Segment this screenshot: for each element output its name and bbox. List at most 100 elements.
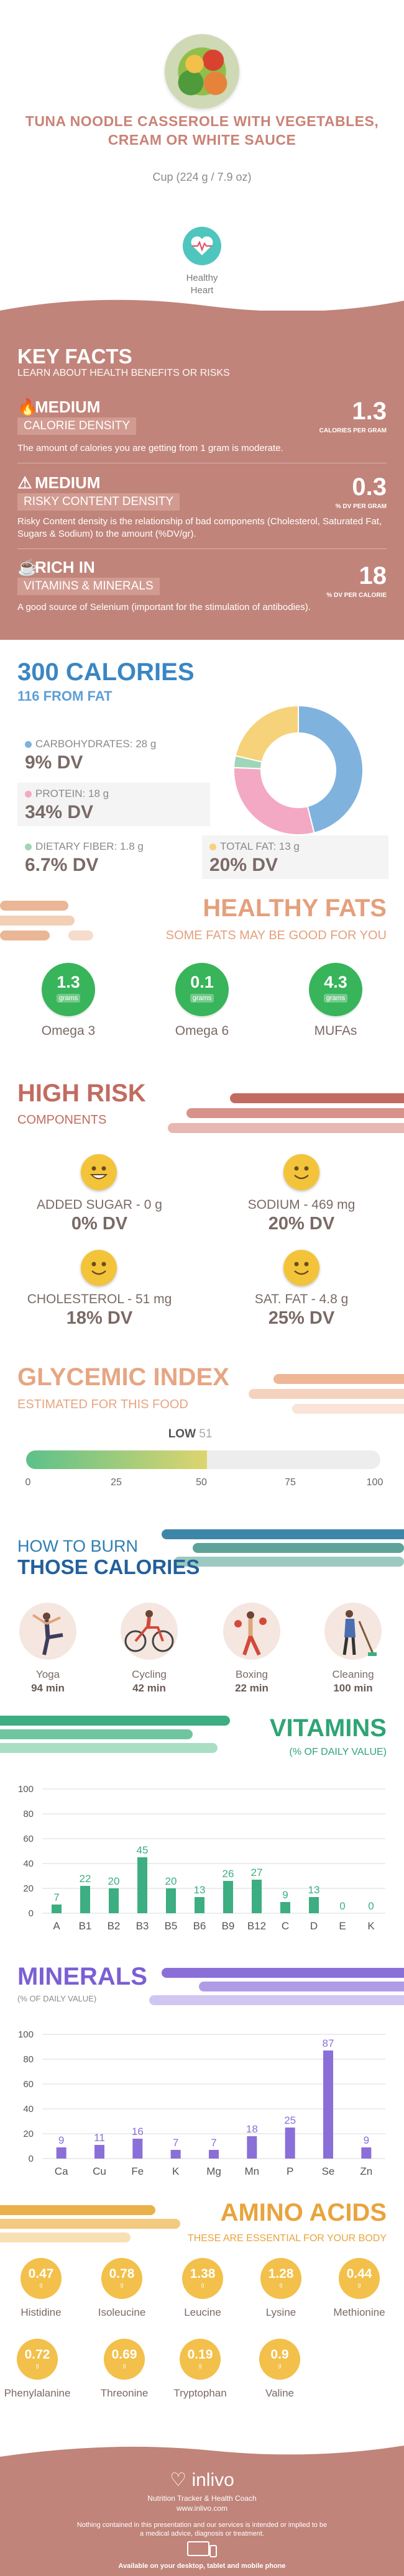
- added-sugar-label: ADDED SUGAR - 0 g: [37, 1198, 162, 1212]
- minerals-subtitle: (% OF DAILY VALUE): [17, 1994, 97, 2003]
- bar-value-label: 11: [94, 2132, 105, 2144]
- amino-methionine: 0.44 g Methionine: [322, 2258, 397, 2319]
- y-tick-label: 80: [23, 1809, 34, 1819]
- section-wave: [0, 299, 404, 329]
- bar-Fe: [132, 2139, 143, 2159]
- vitamins-desc: A good source of Selenium (important for…: [17, 602, 311, 612]
- devices-icon: [187, 2541, 217, 2557]
- divider: [17, 548, 387, 549]
- sat-fat-label: SAT. FAT - 4.8 g: [254, 1292, 349, 1306]
- y-tick-label: 100: [18, 2029, 34, 2040]
- amino-phenylalanine: 0.72 g Phenylalanine: [0, 2339, 75, 2400]
- bar-value-label: 22: [80, 1873, 91, 1885]
- bar-value-label: 0: [368, 1900, 374, 1912]
- inlivo-logo[interactable]: ♡ inlivo: [170, 2470, 234, 2490]
- happy-face-icon: [81, 1154, 117, 1190]
- key-facts-subtitle: LEARN ABOUT HEALTH BENEFITS OR RISKS: [17, 368, 230, 378]
- bar-value-label: 9: [364, 2134, 369, 2146]
- y-tick-label: 40: [23, 1859, 34, 1869]
- x-tick-label: B12: [247, 1920, 266, 1932]
- healthy-fats-title: HEALTHY FATS: [203, 894, 387, 922]
- bar-C: [280, 1902, 290, 1913]
- smile-face-icon: [283, 1154, 319, 1190]
- macro-pie-chart: [233, 704, 364, 835]
- x-tick-label: Mg: [206, 2165, 221, 2177]
- amino-isoleucine: 0.78 g Isoleucine: [85, 2258, 159, 2319]
- bar-value-label: 9: [282, 1889, 288, 1901]
- y-tick-label: 20: [23, 2129, 34, 2139]
- vitamins-bar-chart: 0204060801007A22B120B245B320B513B626B927…: [18, 1784, 385, 1932]
- bar-value-label: 0: [339, 1900, 345, 1912]
- burn-stripes: [162, 1529, 404, 1567]
- vitamins-subtitle: (% OF DAILY VALUE): [289, 1747, 387, 1757]
- x-tick-label: Ca: [55, 2165, 68, 2177]
- x-tick-label: A: [53, 1920, 60, 1932]
- protein-dot: [25, 791, 32, 798]
- key-facts-title: KEY FACTS: [17, 345, 132, 368]
- glycemic-tick: 50: [196, 1477, 207, 1488]
- y-tick-label: 40: [23, 2104, 34, 2114]
- food-image: [165, 34, 239, 109]
- fiber-dot: [25, 844, 32, 851]
- x-tick-label: B1: [79, 1920, 92, 1932]
- x-tick-label: P: [287, 2165, 293, 2177]
- bar-Mn: [247, 2136, 257, 2159]
- footer-url[interactable]: www.inlivo.com: [176, 2504, 228, 2513]
- x-tick-label: C: [282, 1920, 289, 1932]
- risky-content-desc: Risky Content density is the relationshi…: [17, 516, 382, 539]
- amino-lysine: 1.28 g Lysine: [244, 2258, 318, 2319]
- smile-face-icon: [283, 1250, 319, 1286]
- footer-disclaimer: Nothing contained in this presentation a…: [76, 2521, 328, 2537]
- glycemic-stripes: [249, 1374, 404, 1414]
- bar-value-label: 87: [323, 2037, 334, 2049]
- bar-value-label: 20: [165, 1875, 177, 1887]
- vitamins-unit: % DV PER CALORIE: [326, 592, 387, 599]
- sodium-dv: 20% DV: [268, 1214, 335, 1234]
- activity-cleaning: Cleaning 100 min: [319, 1603, 387, 1695]
- bar-B1: [80, 1886, 90, 1913]
- bar-value-label: 13: [308, 1884, 320, 1896]
- healthy-fats-stripes: [0, 901, 93, 940]
- amino-title: AMINO ACIDS: [220, 2199, 387, 2226]
- added-sugar-dv: 0% DV: [71, 1214, 128, 1234]
- serving-size: Cup (224 g / 7.9 oz): [152, 171, 252, 183]
- bar-value-label: 13: [194, 1884, 206, 1896]
- x-tick-label: B3: [136, 1920, 149, 1932]
- glycemic-title: GLYCEMIC INDEX: [17, 1363, 229, 1391]
- activity-cycling: Cycling 42 min: [115, 1603, 183, 1695]
- header: TUNA NOODLE CASSEROLE WITH VEGETABLES, C…: [0, 0, 404, 311]
- carbs-stat: CARBOHYDRATES: 28 g 9% DV: [25, 738, 157, 773]
- activity-boxing: Boxing 22 min: [218, 1603, 286, 1695]
- x-tick-label: Fe: [131, 2165, 144, 2177]
- amino-subtitle: THESE ARE ESSENTIAL FOR YOUR BODY: [187, 2233, 387, 2244]
- risky-content-category: RISKY CONTENT DENSITY: [17, 493, 180, 511]
- glycemic-subtitle: ESTIMATED FOR THIS FOOD: [17, 1398, 188, 1411]
- burn-title-1: HOW TO BURN: [17, 1537, 139, 1555]
- risky-content-value: 0.3: [352, 473, 387, 501]
- amino-valine: 0.9 g Valine: [242, 2339, 317, 2400]
- flame-icon: 🔥: [17, 398, 38, 416]
- burn-title-2: THOSE CALORIES: [17, 1555, 200, 1578]
- cup-icon: ☕: [17, 558, 38, 576]
- x-tick-label: E: [339, 1920, 346, 1932]
- omega3-circle: 1.3 grams: [42, 963, 95, 1016]
- bar-value-label: 20: [108, 1875, 120, 1887]
- fat-stat: TOTAL FAT: 13 g 20% DV: [202, 835, 388, 879]
- cleaning-icon: [324, 1603, 382, 1660]
- amino-stripes: [0, 2205, 180, 2242]
- x-tick-label: K: [367, 1920, 375, 1932]
- bar-value-label: 7: [53, 1891, 59, 1903]
- vitamins-category: VITAMINS & MINERALS: [17, 578, 160, 595]
- bar-A: [52, 1905, 62, 1913]
- bar-Ca: [56, 2147, 67, 2159]
- high-risk-subtitle: COMPONENTS: [17, 1113, 107, 1127]
- healthy-heart-label: Healthy Heart: [186, 273, 218, 296]
- food-title: TUNA NOODLE CASSEROLE WITH VEGETABLES, C…: [25, 113, 379, 148]
- glycemic-tick: 75: [285, 1477, 296, 1488]
- omega6-label: Omega 6: [175, 1024, 229, 1038]
- minerals-stripes: [149, 1968, 404, 2005]
- pie-slice-protein: [233, 767, 315, 835]
- amino-tryptophan: 0.19 g Tryptophan: [163, 2339, 237, 2400]
- amino-histidine: 0.47 g Histidine: [4, 2258, 78, 2319]
- protein-stat: PROTEIN: 18 g 34% DV: [17, 783, 210, 826]
